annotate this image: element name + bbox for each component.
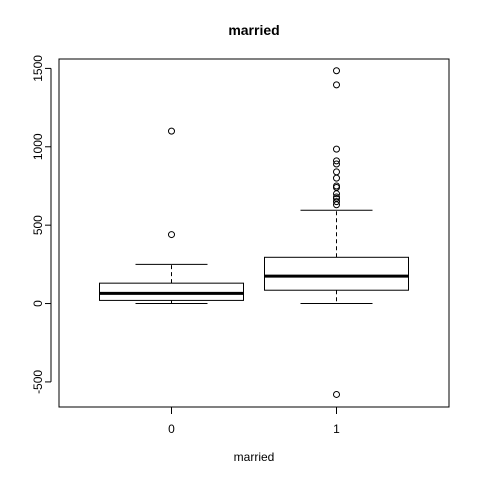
outlier-point	[334, 175, 340, 181]
outlier-point	[334, 82, 340, 88]
boxes	[100, 68, 409, 398]
y-tick-label: 1500	[31, 55, 45, 82]
x-axis-label: married	[234, 450, 275, 464]
outlier-point	[334, 169, 340, 175]
box-0	[100, 128, 244, 303]
outlier-point	[334, 68, 340, 74]
outlier-point	[169, 128, 175, 134]
y-tick-label: 0	[31, 300, 45, 307]
y-tick-label: 500	[31, 215, 45, 235]
x-tick-label: 0	[168, 422, 175, 436]
x-tick-label: 1	[333, 422, 340, 436]
outlier-point	[169, 232, 175, 238]
outlier-point	[334, 391, 340, 397]
plot-frame	[59, 59, 449, 407]
iqr-box	[100, 283, 244, 300]
y-axis: -500 0 500 1000 1500	[31, 55, 51, 394]
outlier-point	[334, 146, 340, 152]
y-tick-label: 1000	[31, 133, 45, 160]
y-tick-label: -500	[31, 370, 45, 394]
chart-title: married	[228, 22, 279, 38]
iqr-box	[265, 257, 409, 290]
box-1	[265, 68, 409, 398]
